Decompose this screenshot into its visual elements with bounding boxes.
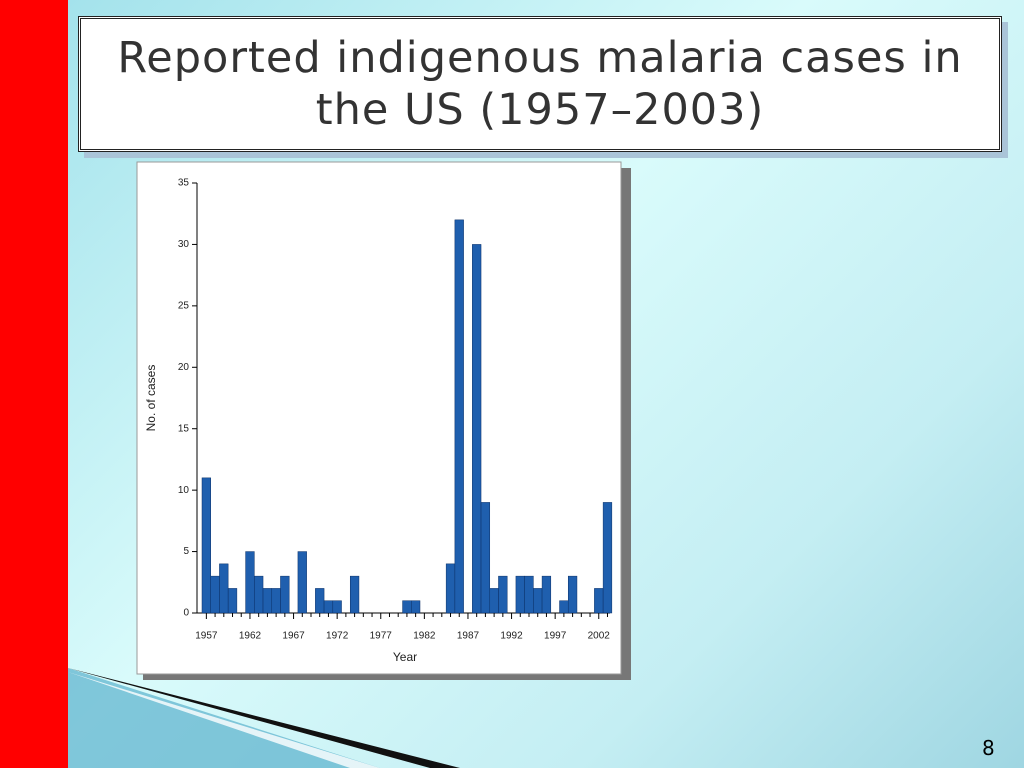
bar <box>297 551 307 614</box>
bar <box>349 575 360 614</box>
bar <box>559 600 569 614</box>
x-tick-label: 2002 <box>588 631 611 642</box>
x-tick-label: 1967 <box>282 631 305 642</box>
bar <box>315 588 325 614</box>
x-tick-label: 1997 <box>544 631 567 642</box>
y-tick-label: 5 <box>183 546 189 557</box>
x-tick-label: 1957 <box>195 631 218 642</box>
bar <box>210 575 220 614</box>
bar <box>445 563 456 614</box>
x-axis-label: Year <box>393 650 417 664</box>
bar <box>201 477 211 614</box>
bar <box>280 575 290 614</box>
bar <box>332 600 342 614</box>
y-tick-label: 0 <box>183 608 189 619</box>
red-side-bar <box>0 0 68 768</box>
x-tick-label: 1987 <box>457 631 480 642</box>
bar <box>594 588 604 614</box>
bar <box>567 575 578 614</box>
x-tick-label: 1977 <box>370 631 393 642</box>
y-tick-label: 20 <box>178 362 190 373</box>
y-tick-label: 35 <box>178 178 190 189</box>
bar <box>541 575 552 614</box>
slide-title: Reported indigenous malaria cases in the… <box>117 33 963 135</box>
bar <box>254 575 264 614</box>
bar <box>602 502 613 614</box>
bar <box>533 588 543 614</box>
y-tick-label: 10 <box>178 485 190 496</box>
y-tick-label: 15 <box>178 423 190 434</box>
x-tick-label: 1972 <box>326 631 349 642</box>
bar <box>480 502 491 614</box>
bar <box>245 551 255 614</box>
y-axis-label: No. of cases <box>144 365 158 432</box>
x-tick-label: 1992 <box>500 631 523 642</box>
bar <box>454 219 464 614</box>
bar <box>227 588 238 614</box>
x-tick-label: 1962 <box>239 631 262 642</box>
bar <box>498 575 508 614</box>
x-tick-label: 1982 <box>413 631 436 642</box>
bar <box>515 575 525 614</box>
bar <box>402 600 412 614</box>
bar <box>262 588 273 614</box>
bar <box>323 600 334 614</box>
bar <box>489 588 499 614</box>
bar <box>472 244 482 614</box>
bar <box>524 575 534 614</box>
bar <box>219 563 229 614</box>
bar <box>271 588 281 614</box>
y-tick-label: 30 <box>178 239 190 250</box>
page-number: 8 <box>982 736 995 760</box>
title-box: Reported indigenous malaria cases in the… <box>78 16 1002 152</box>
y-tick-label: 25 <box>178 300 190 311</box>
bar <box>411 600 421 614</box>
